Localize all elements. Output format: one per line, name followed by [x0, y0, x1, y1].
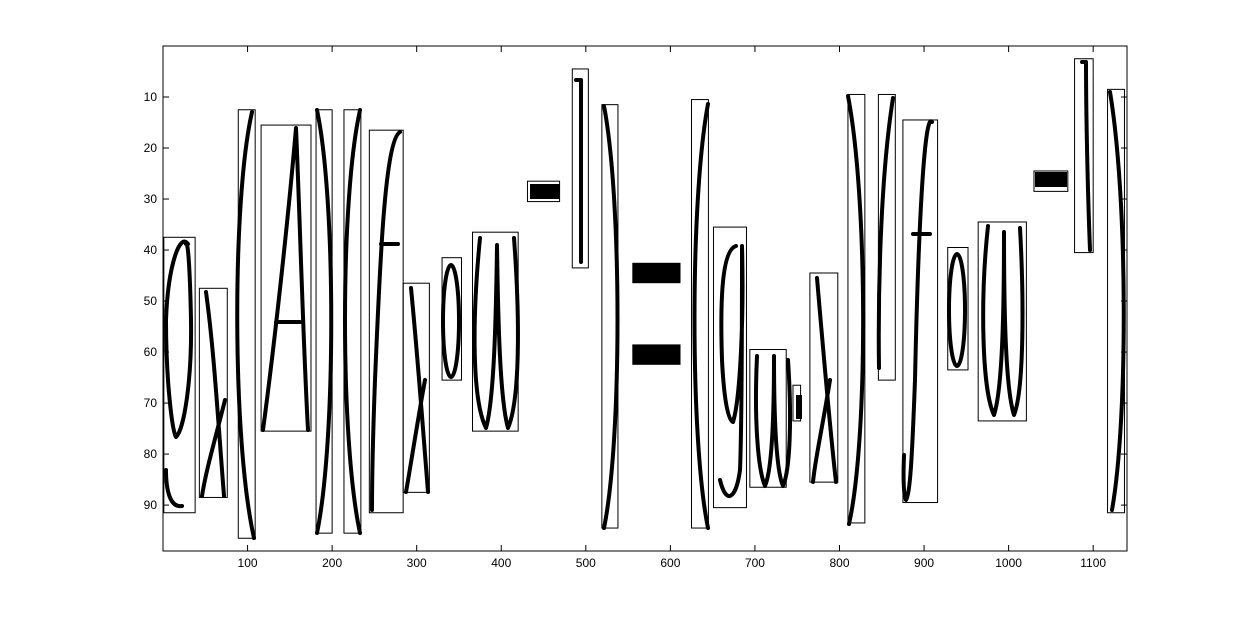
- stroke-g1: [718, 244, 745, 498]
- stroke-dot: [796, 395, 802, 419]
- stroke-paren2: [315, 108, 334, 535]
- bounding-box-1: [163, 236, 196, 514]
- filled-bar-2: [632, 344, 681, 365]
- stroke-A1: [261, 126, 310, 432]
- bounding-box-10: [471, 231, 519, 432]
- stroke-a: [164, 239, 194, 509]
- bounding-box-13: [601, 104, 619, 529]
- bounding-box-22: [947, 246, 969, 371]
- bounding-box-17: [792, 384, 802, 422]
- bounding-box-15: [712, 226, 747, 509]
- stroke-paren1: [235, 110, 256, 540]
- stroke-x1: [204, 290, 226, 498]
- stroke-one: [574, 78, 583, 264]
- y-tick-label: 80: [144, 447, 158, 461]
- bounding-box-20: [877, 93, 896, 381]
- stroke-minus2: [1035, 172, 1067, 187]
- bounding-box-23: [977, 221, 1027, 422]
- filled-bars: [632, 262, 681, 365]
- x-tick-label: 700: [745, 556, 765, 570]
- y-axis: 10 20 30 40 50 60 70 80 90: [144, 90, 1127, 512]
- bounding-box-19: [847, 93, 866, 524]
- y-tick-label: 20: [144, 141, 158, 155]
- x-tick-label: 200: [322, 556, 342, 570]
- y-tick-label: 40: [144, 243, 158, 257]
- bounding-box-18: [809, 272, 839, 483]
- bounding-box-6: [343, 109, 362, 534]
- x-tick-label: 1000: [995, 556, 1022, 570]
- y-tick-label: 70: [144, 396, 158, 410]
- y-tick-label: 30: [144, 192, 158, 206]
- y-tick-label: 90: [144, 498, 158, 512]
- bounding-box-2: [198, 287, 228, 498]
- stroke-x3: [409, 286, 430, 494]
- stroke-u1: [754, 354, 793, 488]
- stroke-paren5: [692, 102, 710, 530]
- bounding-box-11: [526, 180, 561, 203]
- x-tick-label: 1100: [1080, 556, 1106, 570]
- x-tick-label: 100: [238, 556, 258, 570]
- stroke-o2: [947, 252, 967, 368]
- bounding-box-25: [1074, 58, 1094, 254]
- x-tick-label: 400: [491, 556, 511, 570]
- bounding-boxes: [163, 58, 1125, 539]
- stroke-paren7: [1108, 90, 1126, 512]
- bounding-box-16: [749, 349, 787, 488]
- x-tick-label: 500: [576, 556, 596, 570]
- stroke-one3: [1080, 60, 1092, 252]
- x-tick-label: 600: [660, 556, 680, 570]
- x-axis: 100 200 300 400 500 600 700 800 900 1000 1100: [238, 46, 1106, 570]
- y-tick-label: 10: [144, 90, 158, 104]
- stroke-minus: [530, 184, 560, 199]
- y-tick-label: 50: [144, 294, 158, 308]
- stroke-o1: [441, 263, 461, 379]
- stroke-w2: [981, 224, 1025, 417]
- bounding-box-8: [402, 282, 430, 493]
- stroke-f3: [901, 119, 934, 502]
- x-tick-label: 900: [914, 556, 934, 570]
- bounding-box-3: [237, 109, 256, 539]
- bounding-box-24: [1033, 170, 1069, 192]
- stroke-x6: [811, 378, 832, 484]
- x-tick-label: 800: [829, 556, 849, 570]
- bounding-box-5: [315, 109, 333, 534]
- bounding-box-9: [441, 257, 463, 381]
- stroke-w1: [472, 236, 520, 430]
- stroke-f1: [370, 130, 402, 512]
- axes-frame: [162, 45, 1128, 552]
- stroke-x2: [200, 398, 227, 498]
- stroke-x4: [404, 378, 427, 494]
- y-tick-label: 60: [144, 345, 158, 359]
- bounding-box-21: [902, 119, 939, 504]
- bounding-box-4: [260, 124, 312, 432]
- x-tick-label: 300: [407, 556, 427, 570]
- filled-bar-1: [632, 262, 681, 284]
- stroke-paren6: [846, 94, 866, 526]
- bounding-box-12: [571, 68, 589, 269]
- bounding-box-14: [691, 99, 709, 529]
- stroke-paren3: [343, 108, 362, 535]
